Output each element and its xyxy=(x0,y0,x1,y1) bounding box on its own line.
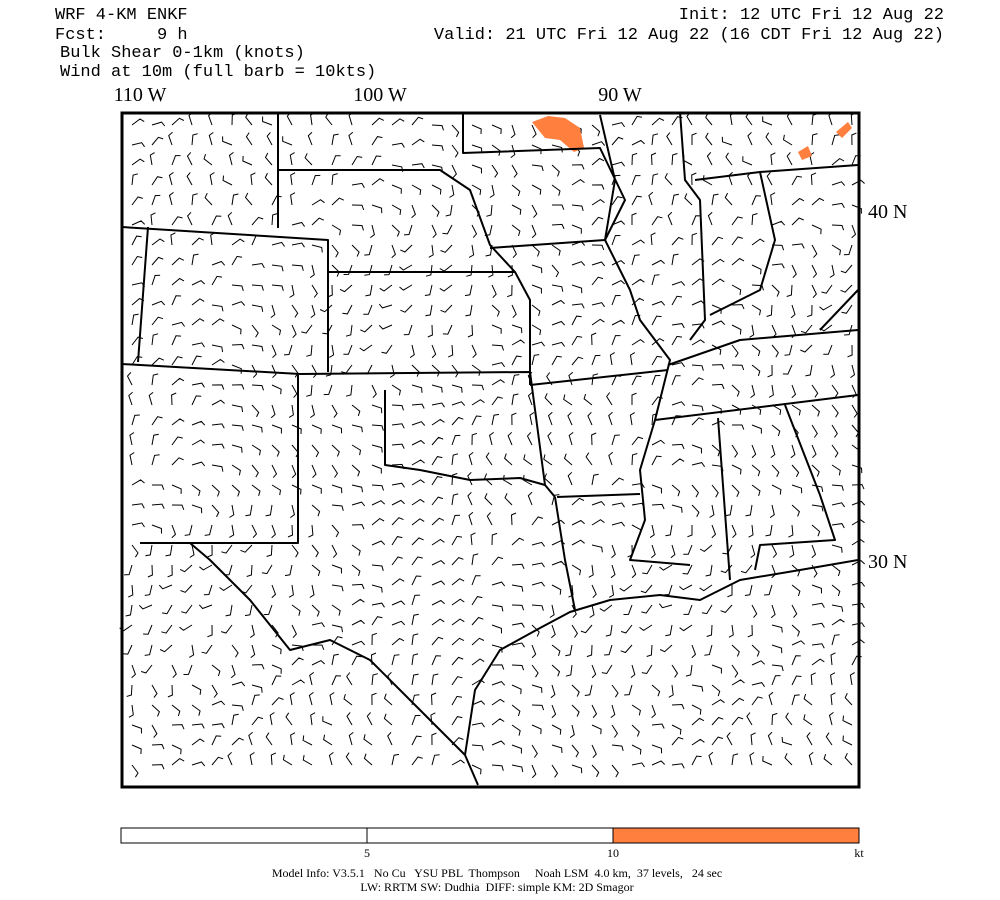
border xyxy=(121,363,301,375)
forecast-hour: Fcst: 9 h xyxy=(55,26,188,45)
border xyxy=(121,226,329,372)
map-frame xyxy=(120,111,861,789)
init-time: Init: 12 UTC Fri 12 Aug 22 xyxy=(679,6,944,25)
border xyxy=(278,169,516,273)
mississippi-river xyxy=(599,114,691,566)
colorbar: 5 10 kt xyxy=(120,827,864,860)
longitude-label: 90 W xyxy=(598,84,642,106)
border xyxy=(654,394,859,421)
state-borders xyxy=(121,111,859,786)
model-info: Model Info: V3.5.1 No Cu YSU PBL Thompso… xyxy=(272,866,722,880)
longitude-label: 110 W xyxy=(114,84,167,106)
colorbar-segment xyxy=(366,827,614,844)
border xyxy=(384,390,546,486)
border xyxy=(299,371,556,498)
field-label: Bulk Shear 0-1km (knots) xyxy=(60,44,305,63)
border xyxy=(819,289,859,331)
wind-barbs xyxy=(119,111,866,779)
border xyxy=(529,369,669,386)
border xyxy=(667,329,859,366)
border xyxy=(754,404,836,571)
shear-patch xyxy=(532,116,584,152)
border xyxy=(694,171,776,316)
colorbar-tick-label: 10 xyxy=(607,846,619,860)
border xyxy=(328,271,531,385)
wind-label: Wind at 10m (full barb = 10kts) xyxy=(60,63,376,82)
model-title: WRF 4-KM ENKF xyxy=(55,6,188,25)
border xyxy=(759,164,859,173)
coastline xyxy=(464,559,859,756)
wind-barb-field xyxy=(119,111,866,779)
colorbar-segment xyxy=(612,827,860,844)
latitude-label: 30 N xyxy=(868,551,907,573)
valid-time: Valid: 21 UTC Fri 12 Aug 22 (16 CDT Fri … xyxy=(434,26,944,45)
shear-patch xyxy=(798,146,812,160)
border xyxy=(679,111,706,341)
longitude-label: 100 W xyxy=(353,84,407,106)
colorbar-segment xyxy=(120,827,368,844)
border xyxy=(554,496,576,611)
model-physics: LW: RRTM SW: Dudhia DIFF: simple KM: 2D … xyxy=(360,880,633,894)
shear-patch xyxy=(836,122,852,138)
border xyxy=(137,226,149,363)
border xyxy=(189,374,479,786)
border xyxy=(556,493,641,498)
colorbar-unit: kt xyxy=(854,846,864,860)
latitude-label: 40 N xyxy=(868,201,907,223)
border xyxy=(462,112,626,249)
shear-patches xyxy=(532,116,852,160)
border xyxy=(717,417,731,581)
colorbar-tick-label: 5 xyxy=(364,846,370,860)
